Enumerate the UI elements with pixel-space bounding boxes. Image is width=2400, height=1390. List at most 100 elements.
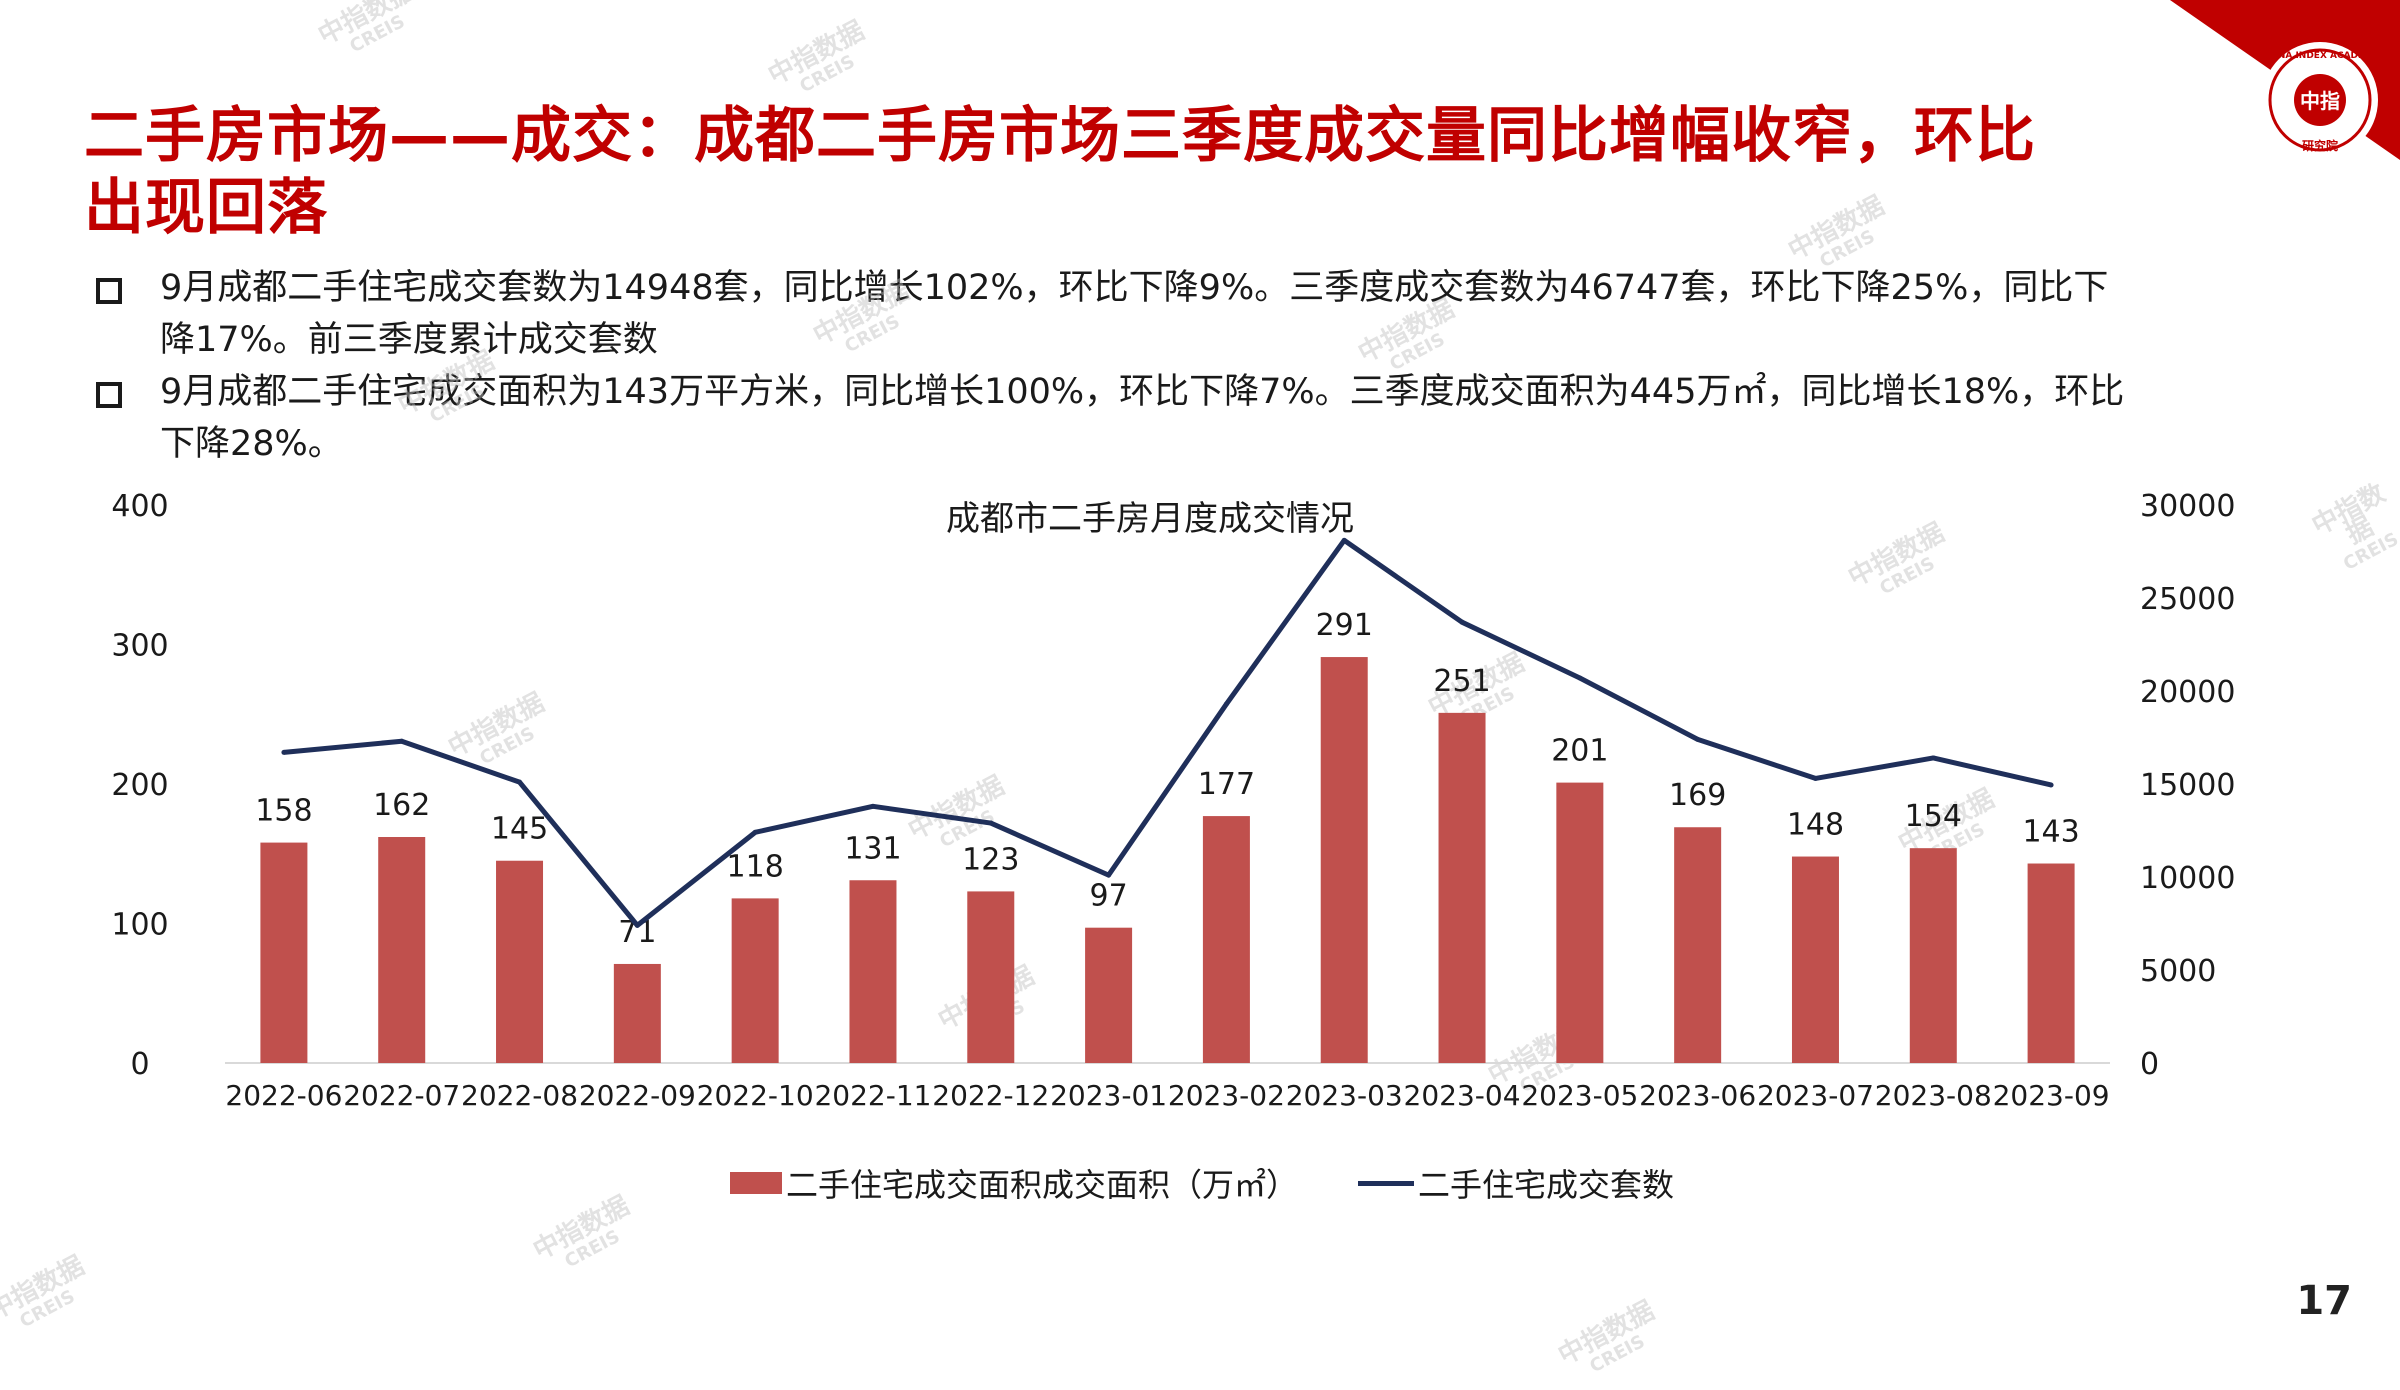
- x-tick-label: 2023-05: [1521, 1079, 1638, 1112]
- x-tick-label: 2022-06: [225, 1079, 342, 1112]
- bar: [2027, 863, 2075, 1063]
- line-point: [870, 803, 876, 809]
- x-tick-label: 2022-10: [697, 1079, 814, 1112]
- bar-data-label: 177: [1198, 767, 1255, 802]
- y-left-tick-label: 300: [111, 629, 168, 664]
- bar-data-label: 131: [844, 831, 901, 866]
- bar-data-label: 154: [1905, 799, 1962, 834]
- logo-outer-text: CHINA INDEX ACADEMY: [2260, 51, 2380, 61]
- line-point: [988, 820, 994, 826]
- bar: [496, 860, 544, 1063]
- bar-data-label: 71: [618, 915, 656, 950]
- line-point: [634, 922, 640, 928]
- x-tick-label: 2022-11: [814, 1079, 931, 1112]
- bar: [260, 842, 308, 1063]
- x-tick-label: 2022-08: [461, 1079, 578, 1112]
- square-bullet-icon: [96, 278, 122, 304]
- bar-data-label: 291: [1316, 608, 1373, 643]
- y-right-tick-label: 15000: [2140, 768, 2235, 803]
- page-number: 17: [2296, 1278, 2352, 1324]
- bar: [849, 880, 897, 1063]
- bar: [1085, 927, 1133, 1063]
- x-tick-label: 2023-02: [1168, 1079, 1285, 1112]
- bullet-text: 9月成都二手住宅成交面积为143万平方米，同比增长100%，环比下降7%。三季度…: [160, 372, 2125, 464]
- chart-title: 成都市二手房月度成交情况: [946, 499, 1354, 539]
- bar-data-label: 251: [1433, 664, 1490, 699]
- bar: [378, 837, 426, 1063]
- y-left-tick-label: 100: [111, 908, 168, 943]
- y-left-tick-label: 200: [111, 768, 168, 803]
- bar: [1438, 712, 1486, 1063]
- bar: [1909, 848, 1957, 1063]
- y-right-tick-label: 5000: [2140, 954, 2216, 989]
- bar-data-label: 123: [962, 842, 1019, 877]
- bar: [1556, 782, 1604, 1063]
- x-tick-label: 2023-04: [1404, 1079, 1521, 1112]
- line-point: [399, 738, 405, 744]
- logo-bottom-text: 研究院: [2302, 138, 2338, 153]
- line-point: [1341, 537, 1347, 543]
- x-tick-label: 2022-09: [579, 1079, 696, 1112]
- line-point: [2048, 782, 2054, 788]
- legend-bar-label: 二手住宅成交面积成交面积（万㎡）: [786, 1166, 1299, 1204]
- bullet-text: 9月成都二手住宅成交套数为14948套，同比增长102%，环比下降9%。三季度成…: [160, 268, 2109, 360]
- x-tick-label: 2023-08: [1875, 1079, 1992, 1112]
- bar: [1674, 827, 1722, 1063]
- legend-line-label: 二手住宅成交套数: [1418, 1166, 1675, 1204]
- x-tick-label: 2023-09: [1993, 1079, 2110, 1112]
- bar-data-label: 143: [2022, 815, 2079, 850]
- line-point: [1106, 872, 1112, 878]
- bullet-list: 9月成都二手住宅成交套数为14948套，同比增长102%，环比下降9%。三季度成…: [96, 262, 2136, 470]
- legend-bar-swatch: [730, 1172, 782, 1194]
- bar: [613, 963, 661, 1063]
- bullet-item: 9月成都二手住宅成交面积为143万平方米，同比增长100%，环比下降7%。三季度…: [96, 366, 2136, 470]
- y-right-tick-label: 20000: [2140, 675, 2235, 710]
- x-tick-label: 2022-07: [343, 1079, 460, 1112]
- y-left-tick-label: 400: [111, 489, 168, 524]
- monthly-transaction-chart: 0 100 200 300 400 0 5000 10000 15000 20000 25000 30…: [111, 489, 2235, 1112]
- bar: [1791, 856, 1839, 1063]
- x-tick-label: 2023-06: [1639, 1079, 1756, 1112]
- bullet-item: 9月成都二手住宅成交套数为14948套，同比增长102%，环比下降9%。三季度成…: [96, 262, 2136, 366]
- line-point: [1695, 736, 1701, 742]
- line-point: [1812, 775, 1818, 781]
- y-right-tick-label: 30000: [2140, 489, 2235, 524]
- line-point: [1223, 701, 1229, 707]
- x-tick-label: 2023-01: [1050, 1079, 1167, 1112]
- logo-inner-text: 中指: [2300, 89, 2340, 113]
- line-point: [1577, 675, 1583, 681]
- bar: [1202, 816, 1250, 1063]
- bar: [731, 898, 779, 1063]
- line-point: [1459, 619, 1465, 625]
- line-point: [1930, 755, 1936, 761]
- x-tick-label: 2023-07: [1757, 1079, 1874, 1112]
- bar-data-label: 162: [373, 788, 430, 823]
- y-right-tick-label: 25000: [2140, 582, 2235, 617]
- line-point: [517, 779, 523, 785]
- x-tick-label: 2023-03: [1286, 1079, 1403, 1112]
- bar: [1320, 657, 1368, 1063]
- square-bullet-icon: [96, 382, 122, 408]
- y-left-tick-label: 0: [130, 1047, 149, 1082]
- bar-data-label: 201: [1551, 734, 1608, 769]
- bar: [967, 891, 1015, 1063]
- bar-data-label: 158: [255, 794, 312, 829]
- bar-data-label: 169: [1669, 778, 1726, 813]
- page-title: 二手房市场——成交：成都二手房市场三季度成交量同比增幅收窄，环比出现回落: [84, 101, 2036, 243]
- line-point: [281, 749, 287, 755]
- bar-data-label: 118: [727, 849, 784, 884]
- legend-line-swatch: [1358, 1180, 1415, 1186]
- x-tick-label: 2022-12: [932, 1079, 1049, 1112]
- corner-logo: 中指 CHINA INDEX ACADEMY 研究院: [2170, 0, 2400, 160]
- bar-data-label: 145: [491, 812, 548, 847]
- line-series-transactions: [283, 537, 2052, 928]
- y-right-tick-label: 0: [2140, 1047, 2159, 1082]
- bar-data-label: 148: [1787, 808, 1844, 843]
- bar-data-label: 97: [1090, 879, 1128, 914]
- line-point: [752, 829, 758, 835]
- chart-legend: 二手住宅成交面积成交面积（万㎡） 二手住宅成交套数: [730, 1160, 1674, 1206]
